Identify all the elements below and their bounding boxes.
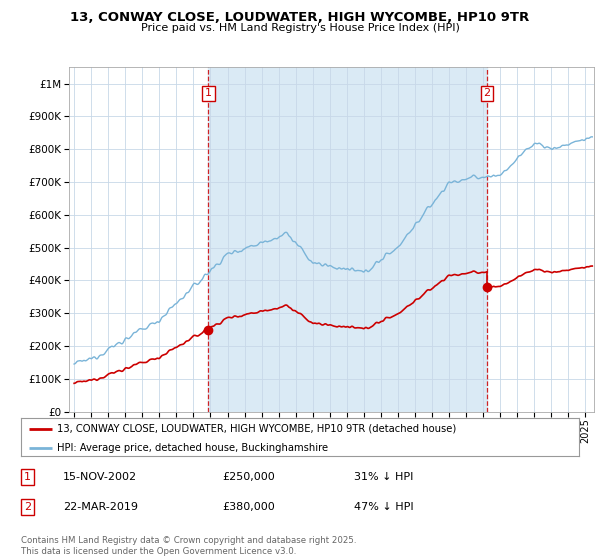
Text: £380,000: £380,000 bbox=[222, 502, 275, 512]
Text: 22-MAR-2019: 22-MAR-2019 bbox=[63, 502, 138, 512]
Text: Contains HM Land Registry data © Crown copyright and database right 2025.
This d: Contains HM Land Registry data © Crown c… bbox=[21, 536, 356, 556]
Text: 13, CONWAY CLOSE, LOUDWATER, HIGH WYCOMBE, HP10 9TR (detached house): 13, CONWAY CLOSE, LOUDWATER, HIGH WYCOMB… bbox=[57, 423, 457, 433]
Text: 1: 1 bbox=[205, 88, 212, 99]
Text: 2: 2 bbox=[484, 88, 491, 99]
Text: HPI: Average price, detached house, Buckinghamshire: HPI: Average price, detached house, Buck… bbox=[57, 442, 328, 452]
Text: Price paid vs. HM Land Registry's House Price Index (HPI): Price paid vs. HM Land Registry's House … bbox=[140, 23, 460, 33]
Bar bbox=[208, 67, 487, 412]
Text: 2: 2 bbox=[24, 502, 31, 512]
Text: £250,000: £250,000 bbox=[222, 472, 275, 482]
Text: 31% ↓ HPI: 31% ↓ HPI bbox=[354, 472, 413, 482]
Text: 1: 1 bbox=[24, 472, 31, 482]
Text: 15-NOV-2002: 15-NOV-2002 bbox=[63, 472, 137, 482]
Text: 47% ↓ HPI: 47% ↓ HPI bbox=[354, 502, 413, 512]
Text: 13, CONWAY CLOSE, LOUDWATER, HIGH WYCOMBE, HP10 9TR: 13, CONWAY CLOSE, LOUDWATER, HIGH WYCOMB… bbox=[70, 11, 530, 24]
